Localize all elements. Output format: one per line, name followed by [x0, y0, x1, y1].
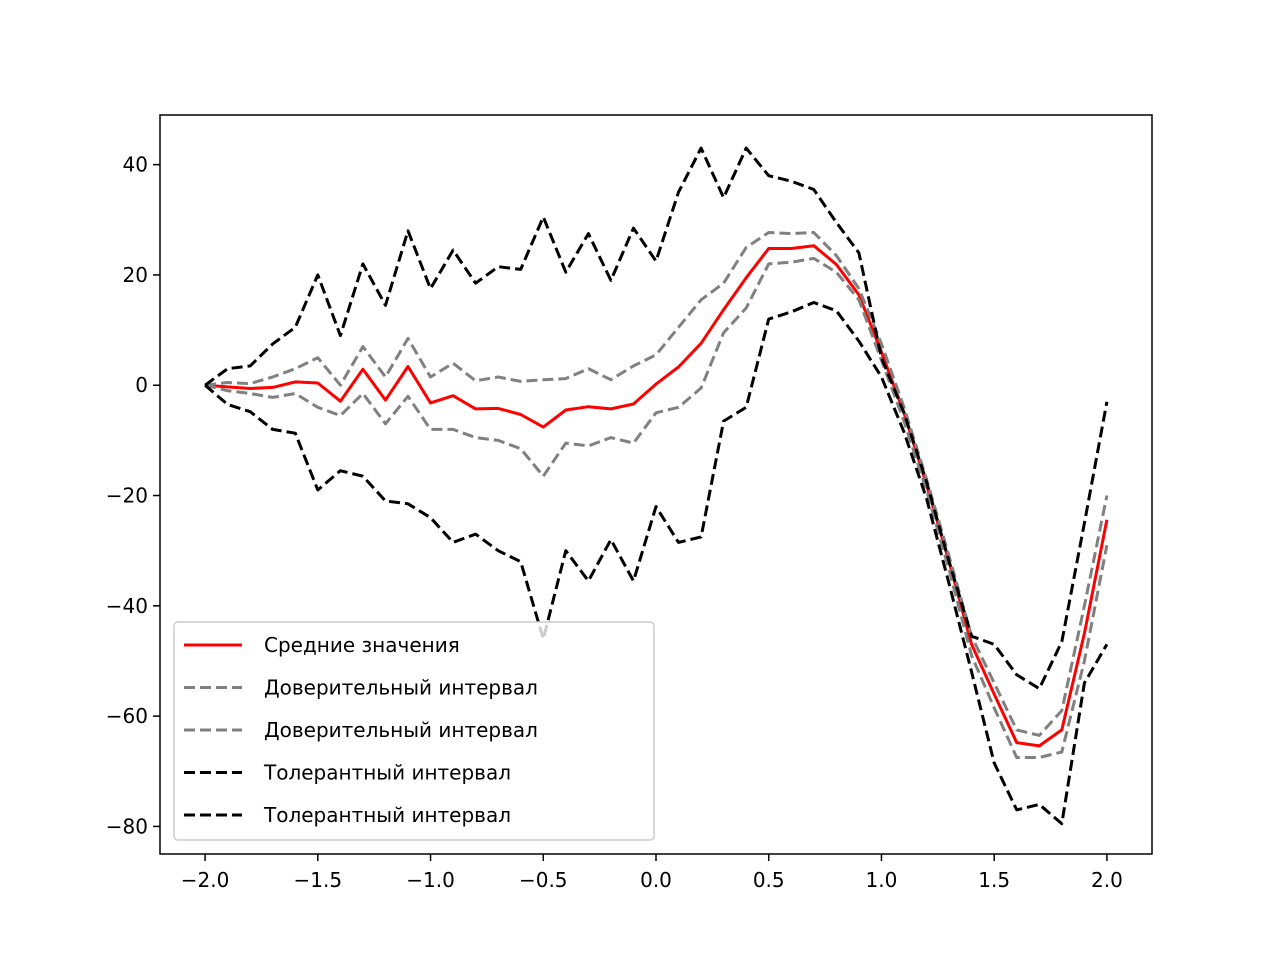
series-layer	[204, 146, 1109, 826]
series-line-1	[204, 231, 1109, 737]
y-tick-label: −20	[106, 484, 148, 508]
x-tick-label: −0.5	[519, 868, 568, 892]
y-tick-label: 20	[123, 263, 148, 287]
x-tick-label: 2.0	[1091, 868, 1123, 892]
legend: Средние значения Доверительный интервал До…	[173, 621, 655, 841]
y-tick-label: 0	[135, 373, 148, 397]
y-tick-label: −40	[106, 594, 148, 618]
y-axis: 40 20 0 −20 −40 −60 −80	[106, 153, 160, 838]
y-tick-label: 40	[123, 153, 148, 177]
x-tick-label: 0.5	[753, 868, 785, 892]
x-tick-label: −1.0	[406, 868, 455, 892]
x-tick-label: −2.0	[181, 868, 230, 892]
x-tick-label: 1.5	[978, 868, 1010, 892]
x-tick-label: 0.0	[640, 868, 672, 892]
legend-label: Доверительный интервал	[264, 718, 538, 742]
y-tick-label: −80	[106, 814, 148, 838]
x-tick-label: 1.0	[866, 868, 898, 892]
legend-frame	[173, 621, 655, 841]
series-line-2	[204, 256, 1109, 759]
series-line-4	[204, 301, 1109, 826]
legend-label: Толерантный интервал	[263, 803, 511, 827]
legend-label: Доверительный интервал	[264, 676, 538, 700]
x-axis: −2.0 −1.5 −1.0 −0.5 0.0 0.5 1.0 1.5 2.0	[181, 854, 1123, 892]
x-tick-label: −1.5	[294, 868, 343, 892]
legend-label: Толерантный интервал	[263, 761, 511, 785]
y-tick-label: −60	[106, 704, 148, 728]
series-line-3	[204, 146, 1109, 691]
legend-label: Средние значения	[264, 633, 460, 657]
